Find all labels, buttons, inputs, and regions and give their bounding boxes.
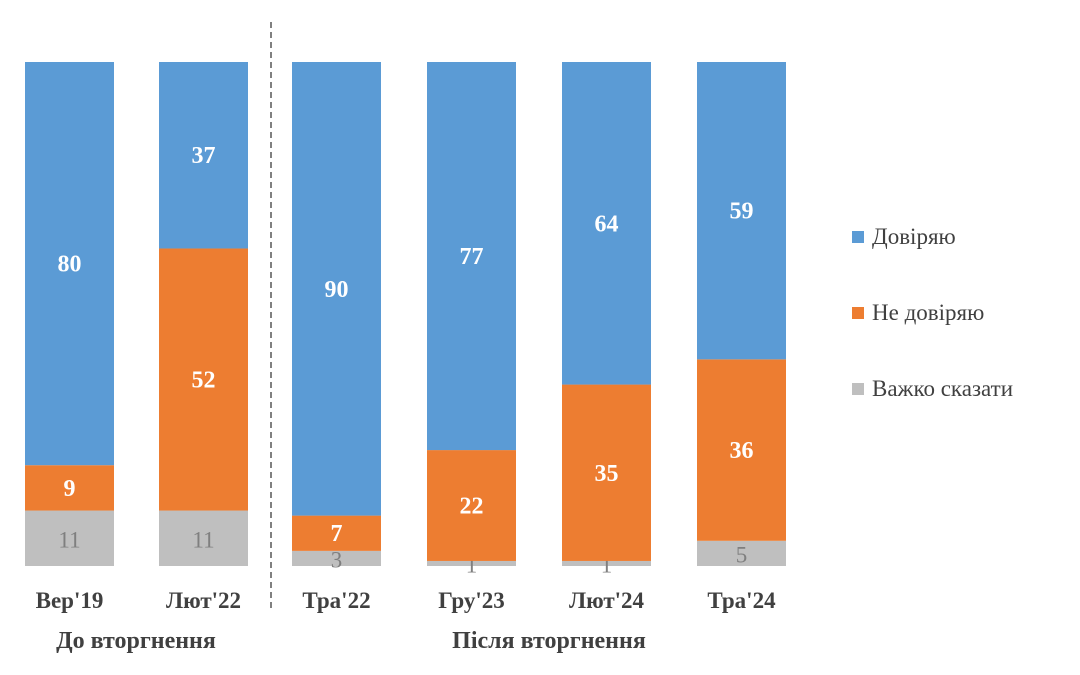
bar-segment: [427, 62, 516, 451]
legend-swatch: [852, 307, 864, 319]
x-tick-label: Вер'19: [36, 588, 104, 613]
data-label: 11: [58, 527, 80, 552]
legend-label: Не довіряю: [872, 300, 985, 325]
bar-segment: [292, 515, 381, 551]
bar-segment: [427, 450, 516, 561]
legend-item: Не довіряю: [852, 275, 984, 351]
data-label: 11: [192, 527, 214, 552]
bar-segment: [292, 62, 381, 516]
legend-label: Важко сказати: [872, 376, 1013, 401]
group-label: До вторгнення: [56, 628, 216, 654]
x-tick-label: Гру'23: [438, 588, 505, 613]
bar-segment: [25, 465, 114, 511]
data-label: 36: [730, 438, 754, 464]
data-label: 1: [601, 552, 613, 577]
data-label: 5: [736, 542, 748, 567]
x-tick-label: Тра'24: [707, 588, 776, 613]
bar-segment: [697, 359, 786, 541]
data-label: 90: [325, 277, 349, 303]
legend-swatch: [852, 231, 864, 243]
bar-segment: [562, 560, 651, 566]
data-label: 59: [730, 199, 754, 225]
bar-segment: [292, 550, 381, 566]
data-label: 37: [192, 143, 216, 169]
data-label: 64: [595, 211, 619, 237]
bar-segment: [159, 510, 248, 566]
data-label: 77: [460, 244, 484, 270]
bar-segment: [562, 384, 651, 561]
data-label: 9: [64, 476, 76, 502]
bar-segment: [25, 62, 114, 466]
bar-segment: [562, 62, 651, 385]
bar-segment: [159, 62, 248, 249]
legend-item: Довіряю: [852, 199, 956, 275]
bar-segment: [697, 540, 786, 566]
bar-segment: [159, 248, 248, 511]
data-label: 1: [466, 552, 478, 577]
bar-segment: [427, 560, 516, 566]
x-tick-label: Лют'24: [569, 588, 645, 613]
data-label: 7: [331, 521, 343, 547]
data-label: 3: [331, 547, 343, 572]
bar-segment: [697, 62, 786, 360]
bar-segment: [25, 510, 114, 566]
x-tick-label: Лют'22: [166, 588, 241, 613]
legend-label: Довіряю: [872, 224, 956, 249]
data-label: 22: [460, 494, 484, 520]
legend-swatch: [852, 383, 864, 395]
data-label: 52: [192, 368, 216, 394]
x-tick-label: Тра'22: [302, 588, 370, 613]
data-label: 35: [595, 461, 619, 487]
data-label: 80: [58, 252, 82, 278]
group-label: Після вторгнення: [452, 628, 646, 654]
legend-item: Важко сказати: [852, 351, 1013, 427]
